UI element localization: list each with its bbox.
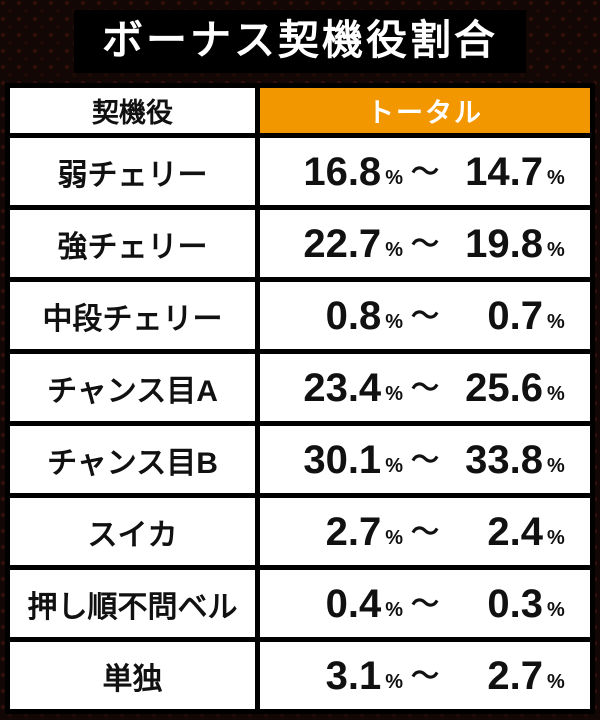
value-low: 30.1 % xyxy=(285,440,403,480)
percent-sign: % xyxy=(547,166,565,189)
percent-sign: % xyxy=(547,454,565,477)
page-title: ボーナス契機役割合 xyxy=(74,10,526,73)
table-row: チャンス目A 23.4 % ～ 25.6 % xyxy=(10,354,590,421)
percent-sign: % xyxy=(385,238,403,261)
role-cell: 押し順不問ベル xyxy=(10,570,255,637)
value-high-number: 2.4 xyxy=(487,509,543,554)
table-header-row: 契機役 トータル xyxy=(10,88,590,133)
tilde-separator: ～ xyxy=(410,515,439,547)
value-low: 3.1 % xyxy=(285,656,403,696)
tilde-separator: ～ xyxy=(410,443,439,475)
total-cell: 23.4 % ～ 25.6 % xyxy=(260,354,590,421)
tilde-separator: ～ xyxy=(410,155,439,187)
value-high: 33.8 % xyxy=(447,440,565,480)
value-low: 22.7 % xyxy=(285,224,403,264)
value-low-number: 0.8 xyxy=(325,293,382,338)
role-label: チャンス目A xyxy=(47,374,218,408)
value-low: 23.4 % xyxy=(285,368,403,408)
role-cell: チャンス目A xyxy=(10,354,255,421)
percent-sign: % xyxy=(547,670,565,693)
role-label: チャンス目B xyxy=(47,446,218,480)
percent-sign: % xyxy=(385,598,403,621)
value-low-number: 2.7 xyxy=(325,509,382,554)
role-cell: 単独 xyxy=(10,642,255,709)
table-row: 押し順不問ベル 0.4 % ～ 0.3 % xyxy=(10,570,590,637)
value-high-number: 19.8 xyxy=(465,221,543,266)
value-high: 0.7 % xyxy=(447,293,565,338)
percent-sign: % xyxy=(547,238,565,261)
total-cell: 22.7 % ～ 19.8 % xyxy=(260,210,590,277)
total-cell: 0.4 % ～ 0.3 % xyxy=(260,570,590,637)
tilde-separator: ～ xyxy=(410,371,439,403)
value-high-number: 33.8 xyxy=(465,437,543,482)
percent-sign: % xyxy=(547,598,565,621)
role-cell: 強チェリー xyxy=(10,210,255,277)
percent-sign: % xyxy=(385,382,403,405)
title-bar-wrap: ボーナス契機役割合 xyxy=(0,0,600,73)
percent-sign: % xyxy=(385,454,403,477)
table-row: 強チェリー 22.7 % ～ 19.8 % xyxy=(10,210,590,277)
table-row: スイカ 2.7 % ～ 2.4 % xyxy=(10,498,590,565)
value-high-number: 14.7 xyxy=(465,149,543,194)
value-low: 16.8 % xyxy=(285,152,403,192)
percent-sign: % xyxy=(547,526,565,549)
role-label: スイカ xyxy=(87,518,178,552)
role-label: 強チェリー xyxy=(57,230,208,264)
total-cell: 3.1 % ～ 2.7 % xyxy=(260,642,590,709)
bonus-trigger-table: 契機役 トータル 弱チェリー 16.8 % ～ 14.7 % 強チェリー 22.… xyxy=(5,83,595,714)
percent-sign: % xyxy=(547,382,565,405)
value-low-number: 22.7 xyxy=(303,221,382,266)
role-cell: 弱チェリー xyxy=(10,138,255,205)
table-row: チャンス目B 30.1 % ～ 33.8 % xyxy=(10,426,590,493)
header-role: 契機役 xyxy=(10,88,255,133)
value-high: 25.6 % xyxy=(447,368,565,408)
percent-sign: % xyxy=(385,670,403,693)
value-high: 2.7 % xyxy=(447,653,565,698)
tilde-separator: ～ xyxy=(410,227,439,259)
value-low: 2.7 % xyxy=(285,512,403,552)
percent-sign: % xyxy=(385,310,403,333)
percent-sign: % xyxy=(385,166,403,189)
role-label: 中段チェリー xyxy=(42,302,223,336)
table-row: 中段チェリー 0.8 % ～ 0.7 % xyxy=(10,282,590,349)
value-high-number: 0.3 xyxy=(487,581,543,626)
value-high-number: 25.6 xyxy=(465,365,543,410)
total-cell: 16.8 % ～ 14.7 % xyxy=(260,138,590,205)
role-cell: 中段チェリー xyxy=(10,282,255,349)
value-low-number: 3.1 xyxy=(325,653,382,698)
percent-sign: % xyxy=(547,310,565,333)
tilde-separator: ～ xyxy=(410,659,439,691)
role-cell: スイカ xyxy=(10,498,255,565)
value-high-number: 2.7 xyxy=(487,653,543,698)
tilde-separator: ～ xyxy=(410,587,439,619)
value-low: 0.4 % xyxy=(285,584,403,624)
value-low-number: 16.8 xyxy=(303,149,382,194)
value-low-number: 0.4 xyxy=(325,581,382,626)
value-high-number: 0.7 xyxy=(487,293,543,338)
value-low-number: 23.4 xyxy=(303,365,382,410)
total-cell: 2.7 % ～ 2.4 % xyxy=(260,498,590,565)
value-low: 0.8 % xyxy=(285,296,403,336)
role-label: 弱チェリー xyxy=(57,158,208,192)
value-high: 0.3 % xyxy=(447,581,565,626)
value-high: 19.8 % xyxy=(447,224,565,264)
role-cell: チャンス目B xyxy=(10,426,255,493)
tilde-separator: ～ xyxy=(410,299,439,331)
total-cell: 0.8 % ～ 0.7 % xyxy=(260,282,590,349)
value-low-number: 30.1 xyxy=(303,437,382,482)
table-row: 単独 3.1 % ～ 2.7 % xyxy=(10,642,590,709)
total-cell: 30.1 % ～ 33.8 % xyxy=(260,426,590,493)
value-high: 14.7 % xyxy=(447,152,565,192)
role-label: 押し順不問ベル xyxy=(27,590,238,624)
header-total: トータル xyxy=(260,88,590,133)
value-high: 2.4 % xyxy=(447,509,565,554)
percent-sign: % xyxy=(385,526,403,549)
role-label: 単独 xyxy=(102,662,163,696)
table-row: 弱チェリー 16.8 % ～ 14.7 % xyxy=(10,138,590,205)
